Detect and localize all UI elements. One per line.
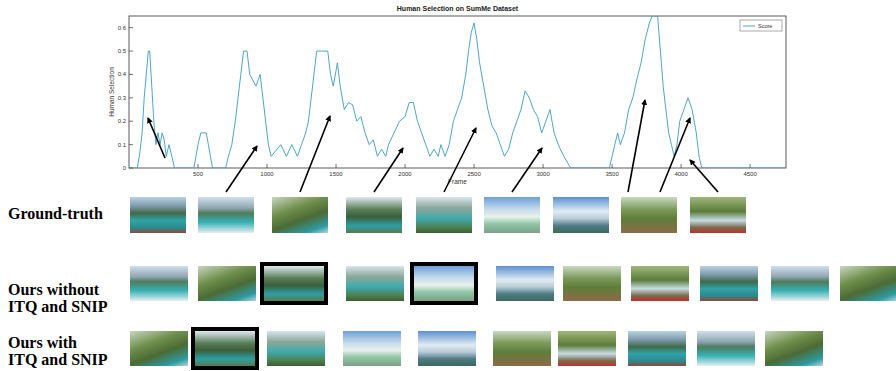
x-tick-label: 4000 [674, 171, 688, 177]
x-tick [474, 164, 475, 168]
x-tick [336, 164, 337, 168]
thumbnail [628, 331, 686, 366]
thumbnail [272, 197, 328, 233]
y-tick [129, 27, 133, 28]
thumbnail [771, 266, 829, 301]
x-tick-label: 3000 [536, 171, 550, 177]
legend-entry: Score [758, 23, 772, 29]
figure: Human Selection on SumMe Dataset 0 0.1 0.2 0… [0, 0, 896, 371]
legend-swatch [743, 26, 755, 27]
x-tick [198, 164, 199, 168]
legend-box [740, 20, 782, 31]
row-label: Ours withoutITQ and SNIP [8, 281, 108, 315]
thumbnail [267, 331, 325, 366]
thumbnail [418, 331, 476, 366]
thumbnail [198, 197, 254, 233]
x-tick-label: 1500 [329, 171, 343, 177]
y-tick-label: 0.3 [118, 95, 127, 101]
row-label-line: Ours with [8, 334, 108, 351]
thumbnail [621, 197, 677, 233]
thumbnail [558, 331, 616, 366]
x-tick-label: 2500 [467, 171, 481, 177]
thumbnail [496, 266, 554, 301]
thumbnail [765, 331, 823, 366]
y-tick-label: 0.4 [118, 71, 127, 77]
thumbnail [343, 331, 401, 366]
x-tick [612, 164, 613, 168]
y-axis-label: Human Selection [108, 67, 115, 117]
thumbnail [840, 266, 896, 301]
row-label-line: Ground-truth [8, 205, 103, 222]
arrow [374, 148, 403, 192]
thumbnail [346, 266, 404, 301]
thumbnail [631, 266, 689, 301]
x-tick [405, 164, 406, 168]
thumbnail [493, 331, 551, 366]
arrow [300, 116, 330, 192]
x-tick-label: 500 [193, 171, 204, 177]
thumbnail [130, 331, 188, 366]
row-label-line: ITQ and SNIP [8, 351, 108, 368]
y-tick-label: 0.1 [118, 142, 127, 148]
row-label-line: ITQ and SNIP [8, 298, 108, 315]
thumbnail [346, 197, 402, 233]
thumbnail [484, 197, 540, 233]
thumbnail [416, 197, 472, 233]
thumbnail [690, 197, 746, 233]
y-tick [129, 121, 133, 122]
x-tick [681, 164, 682, 168]
y-tick [129, 51, 133, 52]
x-tick-label: 4500 [743, 171, 757, 177]
y-tick-label: 0.2 [118, 118, 127, 124]
x-tick-label: 1000 [260, 171, 274, 177]
arrow [148, 118, 165, 158]
highlighted-thumbnail [410, 262, 478, 305]
row-label-line: Ours without [8, 281, 108, 298]
x-tick-label: 3500 [605, 171, 619, 177]
thumbnail [130, 266, 188, 301]
highlighted-thumbnail [260, 262, 328, 305]
thumbnail [697, 331, 755, 366]
chart-title: Human Selection on SumMe Dataset [397, 5, 519, 12]
thumbnail [130, 197, 186, 233]
x-tick-label: 2000 [398, 171, 412, 177]
plot-area [129, 16, 786, 168]
arrow [512, 148, 542, 192]
thumbnail [553, 197, 609, 233]
y-tick-label: 0.6 [118, 25, 127, 31]
y-tick [129, 74, 133, 75]
arrow [628, 100, 645, 192]
arrow [226, 146, 257, 192]
y-tick-label: 0 [123, 165, 127, 171]
x-tick [750, 164, 751, 168]
y-tick [129, 97, 133, 98]
x-tick [543, 164, 544, 168]
row-label: Ground-truth [8, 205, 103, 222]
thumbnail [198, 266, 256, 301]
arrow [444, 128, 476, 192]
highlighted-thumbnail [191, 327, 259, 370]
arrow [660, 118, 690, 192]
score-line [129, 16, 786, 168]
y-tick [129, 144, 133, 145]
plot-frame [129, 16, 786, 168]
y-tick-label: 0.5 [118, 48, 127, 54]
thumbnail [700, 266, 758, 301]
thumbnail [563, 266, 621, 301]
arrow [690, 160, 718, 192]
x-tick [267, 164, 268, 168]
row-label: Ours withITQ and SNIP [8, 334, 108, 368]
